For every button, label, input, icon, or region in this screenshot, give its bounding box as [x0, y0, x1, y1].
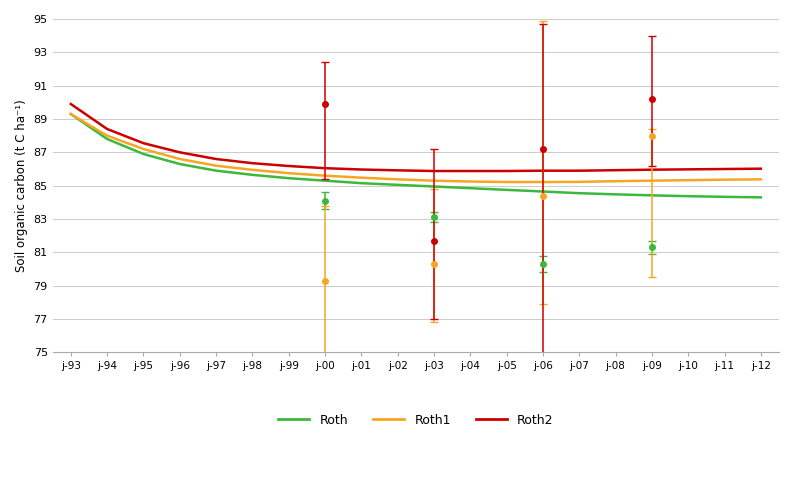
Y-axis label: Soil organic carbon (t C ha⁻¹): Soil organic carbon (t C ha⁻¹) [15, 99, 28, 272]
Legend: Roth, Roth1, Roth2: Roth, Roth1, Roth2 [273, 409, 558, 432]
